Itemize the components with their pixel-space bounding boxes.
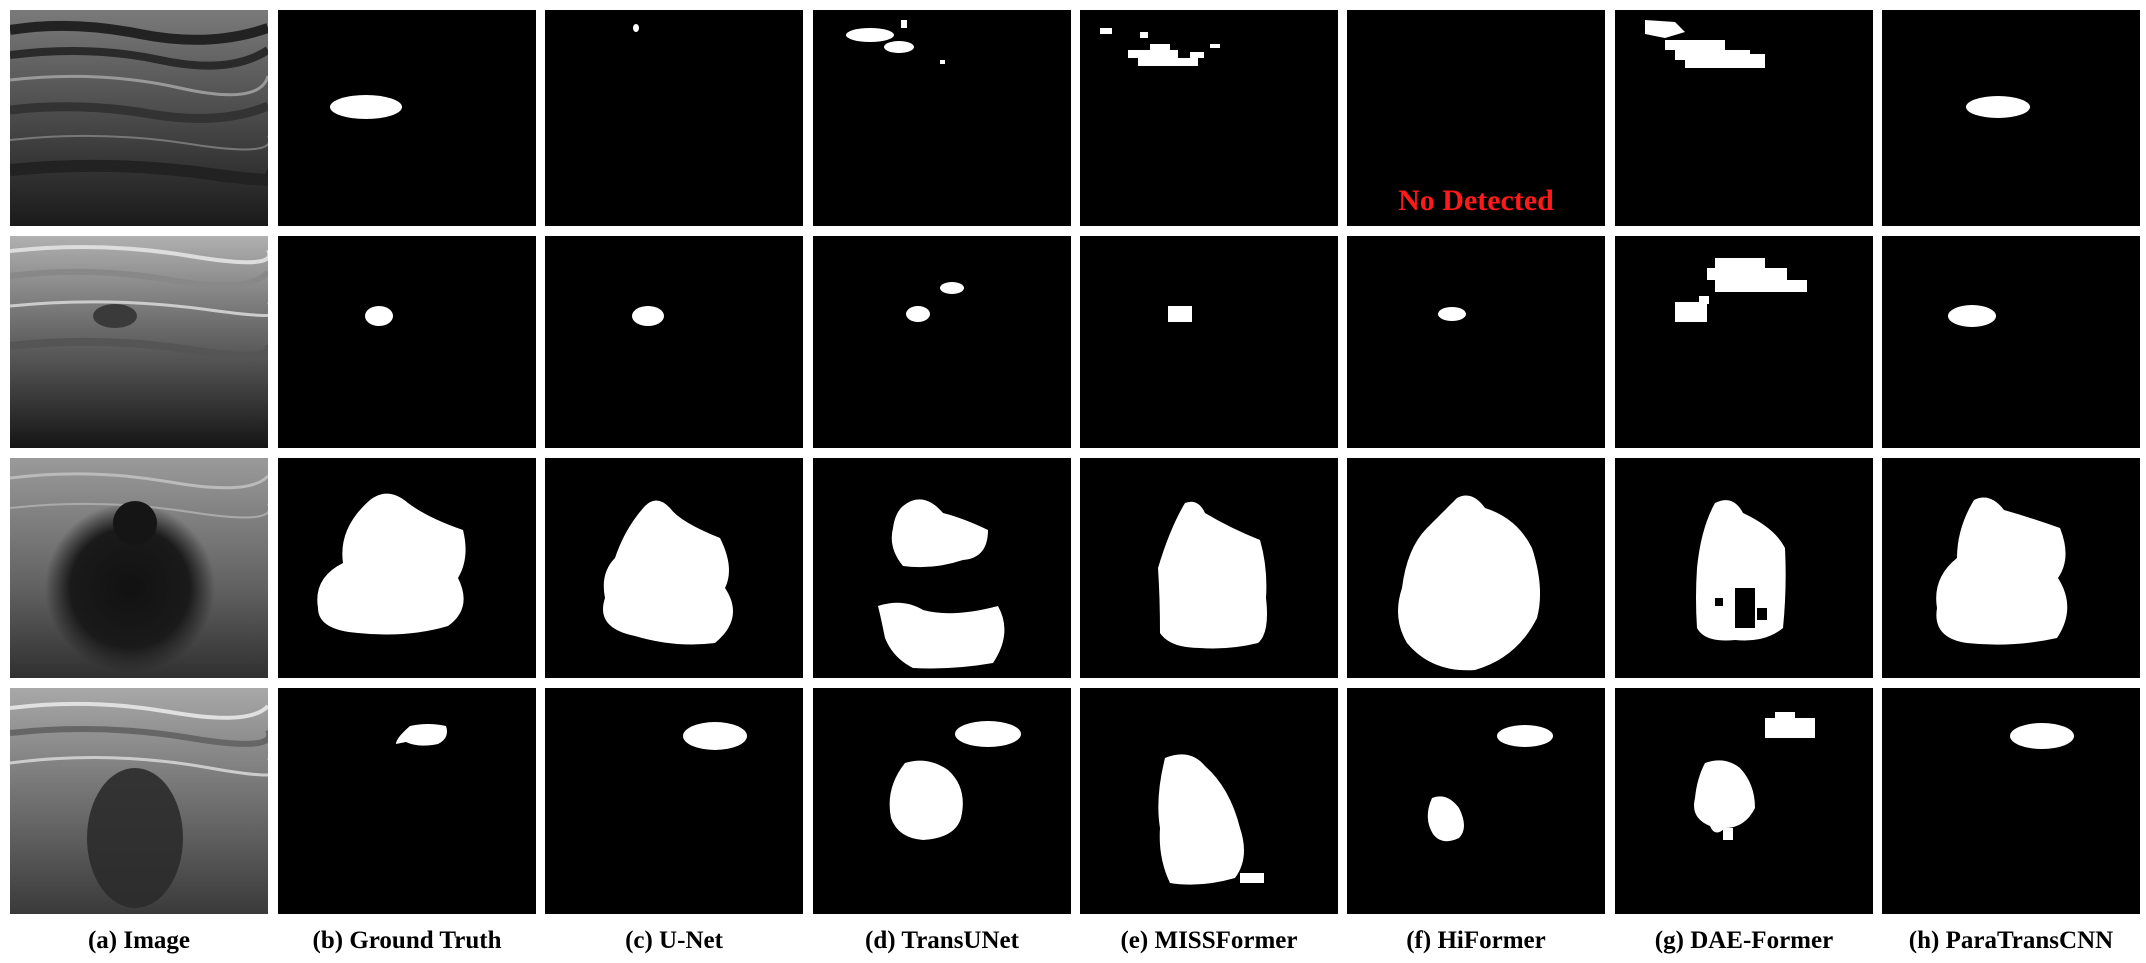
hiformer-mask-row-4 [1347,688,1605,914]
ultrasound-image-row-3 [10,458,268,678]
dae-former-mask-row-3 [1615,458,1873,678]
ground-truth-mask-row-2 [278,236,536,448]
caption-hiformer: (f) HiFormer [1406,927,1546,954]
caption-dae-former: (g) DAE-Former [1654,927,1834,954]
hiformer-mask-row-3 [1347,458,1605,678]
ultrasound-image-row-4 [10,688,268,914]
paratranscnn-mask-row-3 [1882,458,2140,678]
transunet-mask-row-2 [813,236,1071,448]
caption-image: (a) Image [87,927,191,954]
ground-truth-mask-row-3 [278,458,536,678]
ultrasound-image-row-2 [10,236,268,448]
hiformer-mask-row-2 [1347,236,1605,448]
caption-missformer: (e) MISSFormer [1120,927,1298,954]
missformer-mask-row-1 [1080,10,1338,226]
caption-ground-truth: (b) Ground Truth [312,927,502,954]
ultrasound-image-row-1 [10,10,268,226]
transunet-mask-row-3 [813,458,1071,678]
unet-mask-row-4 [545,688,803,914]
caption-paratranscnn: (h) ParaTransCNN [1908,927,2114,954]
dae-former-mask-row-2 [1615,236,1873,448]
hiformer-mask-row-1: No Detected [1347,10,1605,226]
ground-truth-mask-row-1 [278,10,536,226]
no-detected-label: No Detected [1398,184,1554,217]
dae-former-mask-row-4 [1615,688,1873,914]
ground-truth-mask-row-4 [278,688,536,914]
unet-mask-row-3 [545,458,803,678]
paratranscnn-mask-row-4 [1882,688,2140,914]
missformer-mask-row-4 [1080,688,1338,914]
missformer-mask-row-2 [1080,236,1338,448]
missformer-mask-row-3 [1080,458,1338,678]
caption-unet: (c) U-Net [625,927,723,954]
paratranscnn-mask-row-1 [1882,10,2140,226]
paratranscnn-mask-row-2 [1882,236,2140,448]
transunet-mask-row-1 [813,10,1071,226]
dae-former-mask-row-1 [1615,10,1873,226]
caption-transunet: (d) TransUNet [865,927,1019,954]
transunet-mask-row-4 [813,688,1071,914]
unet-mask-row-2 [545,236,803,448]
unet-mask-row-1 [545,10,803,226]
